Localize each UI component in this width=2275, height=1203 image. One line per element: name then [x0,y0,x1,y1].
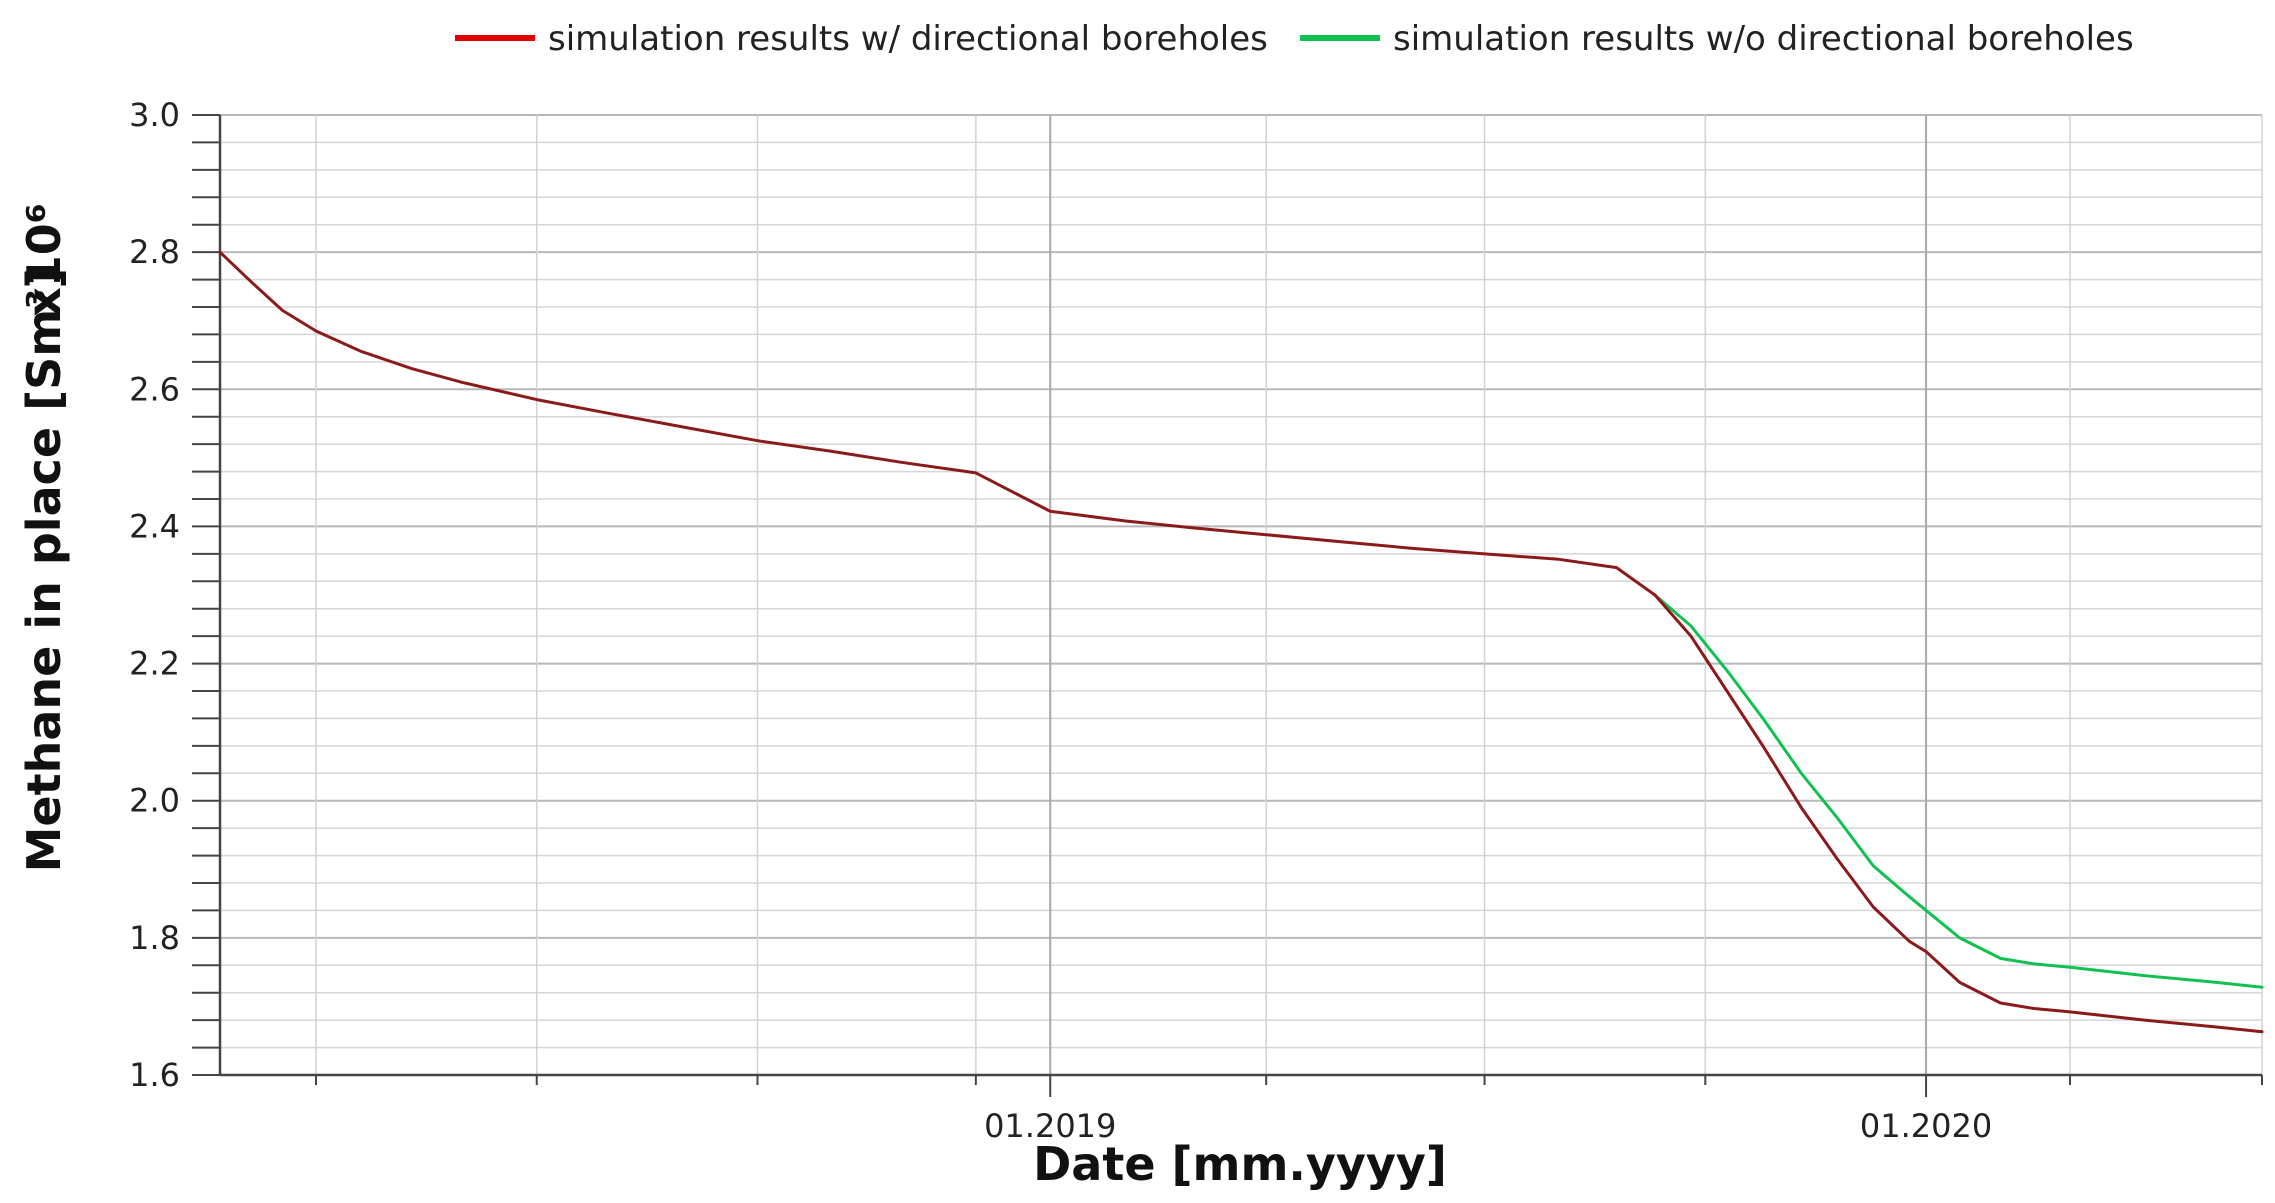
y-tick-label: 2.2 [129,645,180,683]
x-tick-label: 01.2020 [1860,1107,1992,1145]
y-axis-multiplier: x10⁶ [17,203,71,317]
y-tick-label: 2.6 [129,370,180,408]
plot-frame [218,115,2262,1077]
series-layer [218,250,2264,1034]
legend-label-with-boreholes: simulation results w/ directional boreho… [548,19,1268,59]
y-tick-label: 2.0 [129,782,180,820]
y-axis: 1.6 1.8 2.0 2.2 2.4 2.6 2.8 3.0 [129,96,220,1094]
y-tick-label: 1.6 [129,1056,180,1094]
y-tick-label: 2.8 [129,233,180,271]
y-axis-title: Methane in place [Sm³] [17,268,71,873]
y-tick-label: 3.0 [129,96,180,134]
x-axis: 01.2019 01.2020 [314,1075,2263,1145]
y-tick-label: 1.8 [129,919,180,957]
grid-lines [220,114,2263,1076]
y-tick-label: 2.4 [129,507,180,545]
legend: simulation results w/ directional boreho… [455,19,2134,59]
x-tick-label: 01.2019 [984,1107,1116,1145]
legend-label-without-boreholes: simulation results w/o directional boreh… [1393,19,2134,59]
series-line-with-boreholes [218,250,2264,1034]
x-axis-title: Date [mm.yyyy] [1033,1137,1447,1191]
series-line-without-boreholes [1653,593,2264,989]
